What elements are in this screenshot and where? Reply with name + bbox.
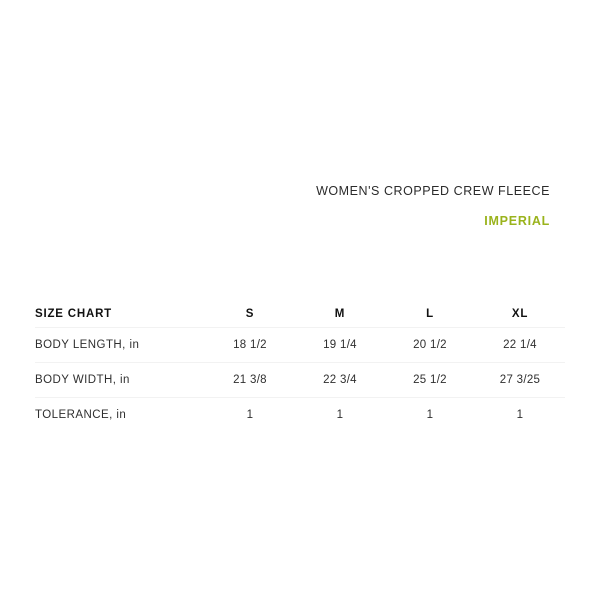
heading-block: WOMEN'S CROPPED CREW FLEECE IMPERIAL	[35, 182, 550, 230]
cell-body-length-xl: 22 1/4	[475, 327, 565, 363]
column-header-m: M	[295, 300, 385, 328]
cell-body-length-m: 19 1/4	[295, 327, 385, 363]
column-header-xl: XL	[475, 300, 565, 328]
cell-tolerance-l: 1	[426, 409, 434, 421]
cell-body-width-l: 25 1/2	[385, 362, 475, 398]
row-label-body-length: BODY LENGTH, in	[35, 327, 205, 363]
cell-body-width-xl: 27 3/25	[475, 362, 565, 398]
cell-tolerance-m: 1	[336, 409, 344, 421]
table-row: BODY LENGTH, in 18 1/2 19 1/4 20 1/2 22 …	[35, 327, 565, 363]
cell-tolerance-xl: 1	[516, 409, 524, 421]
row-label-body-width: BODY WIDTH, in	[35, 362, 205, 398]
cell-body-width-m: 22 3/4	[295, 362, 385, 398]
table-row: TOLERANCE, in 1 1 1 1	[35, 398, 565, 433]
product-title: WOMEN'S CROPPED CREW FLEECE	[316, 184, 550, 198]
unit-system-label: IMPERIAL	[484, 214, 550, 228]
cell-body-length-l: 20 1/2	[385, 327, 475, 363]
column-header-l: L	[385, 300, 475, 328]
row-label-tolerance: TOLERANCE, in	[35, 409, 127, 421]
cell-body-width-s: 21 3/8	[205, 362, 295, 398]
size-chart-table: SIZE CHART S M L XL BODY LENGTH, in 18 1…	[35, 300, 565, 432]
column-header-s: S	[205, 300, 295, 328]
table-row: BODY WIDTH, in 21 3/8 22 3/4 25 1/2 27 3…	[35, 362, 565, 398]
cell-body-length-s: 18 1/2	[205, 327, 295, 363]
size-chart-corner-label: SIZE CHART	[35, 300, 205, 328]
table-header-row: SIZE CHART S M L XL	[35, 300, 565, 328]
cell-tolerance-s: 1	[246, 409, 254, 421]
